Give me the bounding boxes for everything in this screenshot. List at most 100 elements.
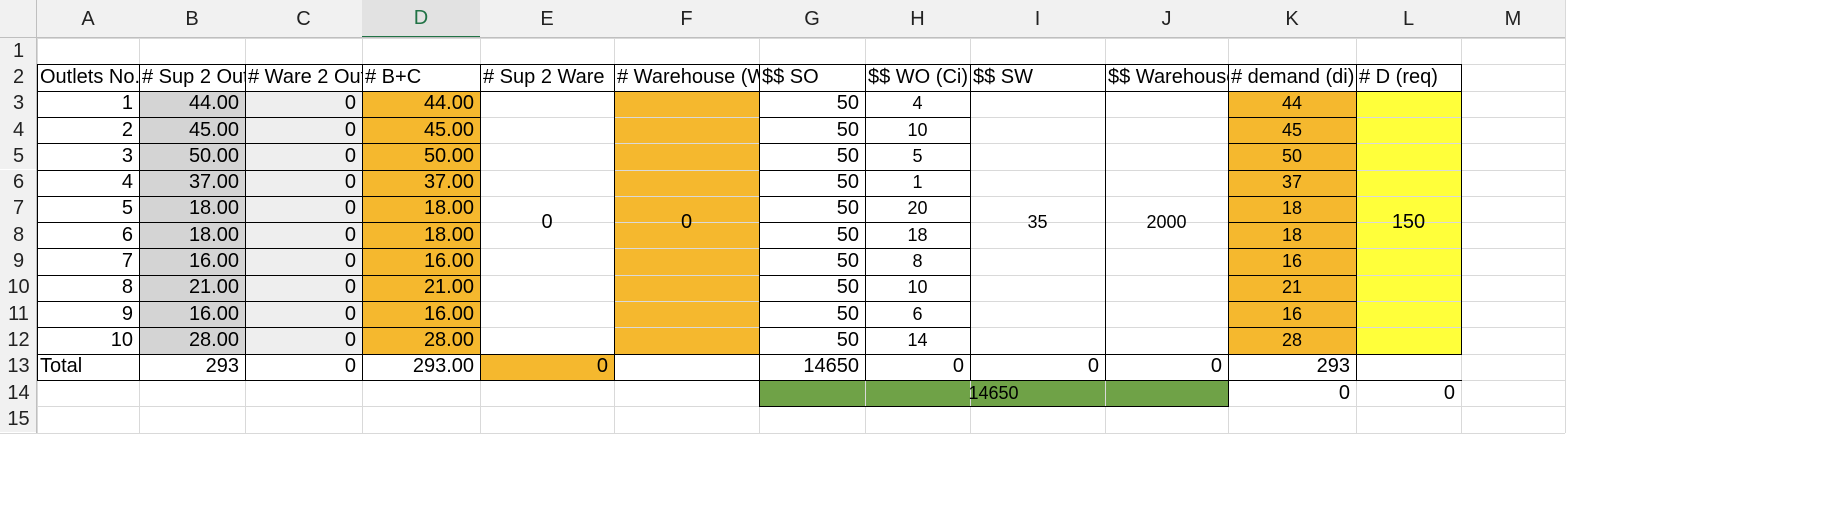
cell-h12-wo[interactable]: 14: [907, 329, 928, 350]
column-header-e[interactable]: E: [480, 0, 614, 38]
cell-g5-so[interactable]: 50: [836, 144, 859, 167]
cell-c3-ware2out[interactable]: 0: [344, 92, 356, 115]
cell-k14[interactable]: 0: [1338, 381, 1350, 404]
cell-k11-demand[interactable]: 16: [1281, 303, 1303, 324]
cell-c10-ware2out[interactable]: 0: [344, 276, 356, 299]
cell-a6-outlet[interactable]: 4: [121, 171, 133, 194]
column-header-d[interactable]: D: [362, 0, 480, 38]
cell-d12-bc[interactable]: 28.00: [423, 328, 474, 351]
cell-a12-outlet[interactable]: 10: [110, 328, 133, 351]
row-header-2[interactable]: 2: [0, 64, 37, 91]
column-header-j[interactable]: J: [1105, 0, 1228, 38]
corner-select-all[interactable]: [0, 0, 37, 38]
cell-b13-total[interactable]: 293: [205, 355, 239, 378]
merged-j3-j12-warehouse-cost[interactable]: 2000: [1146, 211, 1187, 232]
cell-k6-demand[interactable]: 37: [1281, 172, 1303, 193]
merged-g14-j14-total-cost[interactable]: 14650: [968, 382, 1019, 403]
cell-c5-ware2out[interactable]: 0: [344, 144, 356, 167]
cell-b5-sup2out[interactable]: 50.00: [188, 144, 239, 167]
cell-k8-demand[interactable]: 18: [1281, 224, 1303, 245]
cell-b9-sup2out[interactable]: 16.00: [188, 250, 239, 273]
cell-h4-wo[interactable]: 10: [907, 119, 928, 140]
column-header-b[interactable]: B: [139, 0, 245, 38]
header-cell-d[interactable]: # B+C: [365, 65, 422, 88]
cell-a11-outlet[interactable]: 9: [121, 302, 133, 325]
header-cell-e[interactable]: # Sup 2 Ware: [483, 65, 605, 88]
row-header-14[interactable]: 14: [0, 379, 37, 407]
cell-h10-wo[interactable]: 10: [907, 277, 928, 298]
cell-c8-ware2out[interactable]: 0: [344, 223, 356, 246]
cell-k4-demand[interactable]: 45: [1281, 119, 1303, 140]
cell-b6-sup2out[interactable]: 37.00: [188, 171, 239, 194]
cell-b12-sup2out[interactable]: 28.00: [188, 328, 239, 351]
cell-a13-total-label[interactable]: Total: [40, 355, 83, 378]
cell-c7-ware2out[interactable]: 0: [344, 197, 356, 220]
cell-a7-outlet[interactable]: 5: [121, 197, 133, 220]
cell-c6-ware2out[interactable]: 0: [344, 171, 356, 194]
cell-k13-total[interactable]: 293: [1316, 355, 1350, 378]
cell-h6-wo[interactable]: 1: [912, 172, 923, 193]
cell-g4-so[interactable]: 50: [836, 118, 859, 141]
cell-c12-ware2out[interactable]: 0: [344, 328, 356, 351]
cell-g11-so[interactable]: 50: [836, 302, 859, 325]
cell-h8-wo[interactable]: 18: [907, 224, 928, 245]
cell-a3-outlet[interactable]: 1: [121, 92, 133, 115]
cell-g13-total[interactable]: 14650: [803, 355, 859, 378]
cell-b11-sup2out[interactable]: 16.00: [188, 302, 239, 325]
header-cell-a[interactable]: Outlets No.: [40, 65, 139, 88]
column-header-l[interactable]: L: [1356, 0, 1461, 38]
cell-g6-so[interactable]: 50: [836, 171, 859, 194]
cell-b8-sup2out[interactable]: 18.00: [188, 223, 239, 246]
cell-d6-bc[interactable]: 37.00: [423, 171, 474, 194]
header-cell-c[interactable]: # Ware 2 Out: [248, 65, 362, 88]
cell-a10-outlet[interactable]: 8: [121, 276, 133, 299]
cell-e13-total[interactable]: 0: [596, 355, 608, 378]
cell-b3-sup2out[interactable]: 44.00: [188, 92, 239, 115]
cell-g3-so[interactable]: 50: [836, 92, 859, 115]
column-header-m[interactable]: M: [1461, 0, 1565, 38]
header-cell-k[interactable]: # demand (di): [1231, 65, 1355, 88]
merged-e3-e12-sup2ware[interactable]: 0: [541, 210, 553, 233]
column-header-i[interactable]: I: [970, 0, 1105, 38]
cell-k9-demand[interactable]: 16: [1281, 251, 1303, 272]
cell-g10-so[interactable]: 50: [836, 276, 859, 299]
cell-l14[interactable]: 0: [1443, 381, 1455, 404]
row-header-9[interactable]: 9: [0, 248, 37, 275]
header-cell-j[interactable]: $$ Warehouse: [1108, 65, 1228, 88]
cell-d4-bc[interactable]: 45.00: [423, 118, 474, 141]
row-header-15[interactable]: 15: [0, 406, 37, 433]
cell-k5-demand[interactable]: 50: [1281, 145, 1303, 166]
cell-k10-demand[interactable]: 21: [1281, 277, 1303, 298]
cell-h7-wo[interactable]: 20: [907, 198, 928, 219]
cell-c11-ware2out[interactable]: 0: [344, 302, 356, 325]
row-header-13[interactable]: 13: [0, 353, 37, 380]
row-header-10[interactable]: 10: [0, 274, 37, 301]
cell-i13-total[interactable]: 0: [1087, 355, 1099, 378]
row-header-6[interactable]: 6: [0, 169, 37, 196]
header-cell-b[interactable]: # Sup 2 Out: [142, 65, 245, 88]
header-cell-g[interactable]: $$ SO: [762, 65, 819, 88]
cell-b10-sup2out[interactable]: 21.00: [188, 276, 239, 299]
cell-a4-outlet[interactable]: 2: [121, 118, 133, 141]
cell-g7-so[interactable]: 50: [836, 197, 859, 220]
cell-c9-ware2out[interactable]: 0: [344, 250, 356, 273]
row-header-5[interactable]: 5: [0, 143, 37, 170]
header-cell-h[interactable]: $$ WO (Ci): [868, 65, 968, 88]
cell-c13-total[interactable]: 0: [344, 355, 356, 378]
cell-d7-bc[interactable]: 18.00: [423, 197, 474, 220]
cell-d8-bc[interactable]: 18.00: [423, 223, 474, 246]
column-header-a[interactable]: A: [37, 0, 139, 38]
cell-g8-so[interactable]: 50: [836, 223, 859, 246]
row-header-1[interactable]: 1: [0, 38, 37, 65]
cell-a9-outlet[interactable]: 7: [121, 250, 133, 273]
cell-h11-wo[interactable]: 6: [912, 303, 923, 324]
row-header-4[interactable]: 4: [0, 116, 37, 144]
cell-b4-sup2out[interactable]: 45.00: [188, 118, 239, 141]
column-header-g[interactable]: G: [759, 0, 865, 38]
cell-j13-total[interactable]: 0: [1210, 355, 1222, 378]
cell-d3-bc[interactable]: 44.00: [423, 92, 474, 115]
cell-h5-wo[interactable]: 5: [912, 145, 923, 166]
cell-d11-bc[interactable]: 16.00: [423, 302, 474, 325]
column-header-h[interactable]: H: [865, 0, 970, 38]
